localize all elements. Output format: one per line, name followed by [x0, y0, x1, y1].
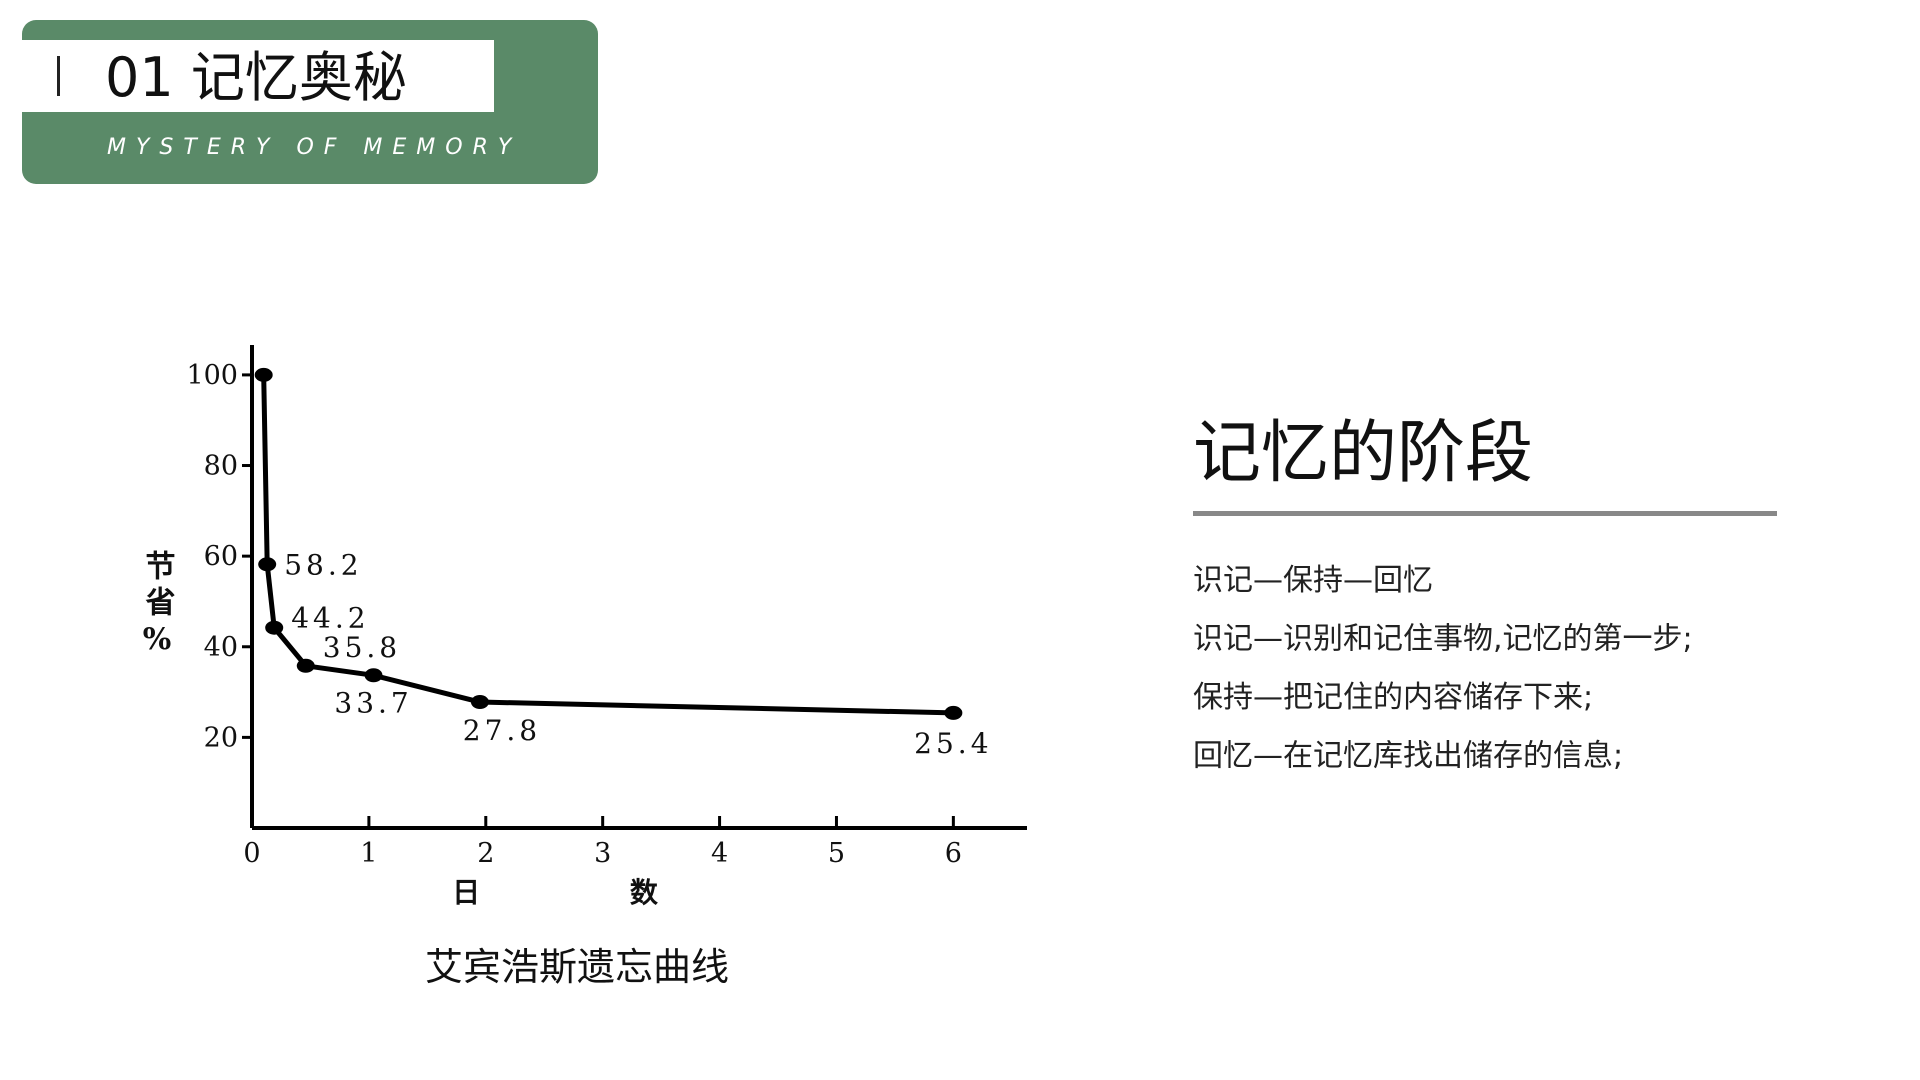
y-tick-label: 100	[186, 360, 238, 391]
data-point	[364, 668, 383, 683]
header-title: 01 记忆奥秘	[105, 46, 407, 109]
panel-line: 保持—把记住的内容储存下来;	[1193, 680, 1593, 715]
panel-line: 识记—保持—回忆	[1193, 563, 1433, 598]
x-tick-label: 4	[711, 838, 728, 869]
x-tick-label: 5	[828, 838, 845, 869]
x-axis-label: 日 数	[452, 876, 728, 909]
data-point	[470, 695, 489, 710]
data-label: 44.2	[291, 602, 369, 635]
y-tick-label: 80	[204, 451, 238, 482]
data-point	[296, 658, 315, 673]
data-point	[265, 620, 284, 635]
y-tick-label: 60	[204, 541, 238, 572]
header-subtitle: MYSTERY OF MEMORY	[107, 135, 521, 160]
x-tick-label: 1	[360, 838, 377, 869]
data-point	[254, 367, 273, 382]
data-point	[258, 557, 277, 572]
header-bar	[57, 56, 60, 96]
header-title-box	[22, 40, 494, 112]
x-tick-label: 6	[945, 838, 962, 869]
chart-caption: 艾宾浩斯遗忘曲线	[425, 945, 729, 989]
x-tick-label: 3	[594, 838, 611, 869]
y-tick-label: 20	[204, 722, 238, 753]
data-label: 35.8	[323, 631, 401, 664]
y-tick-label: 40	[204, 632, 238, 663]
data-point	[944, 705, 963, 720]
panel-rule	[1193, 511, 1777, 516]
panel-line: 回忆—在记忆库找出储存的信息;	[1193, 739, 1623, 774]
data-label: 27.8	[463, 714, 541, 747]
panel-heading: 记忆的阶段	[1193, 414, 1533, 493]
data-label: 25.4	[914, 727, 992, 760]
data-label: 33.7	[334, 686, 412, 719]
x-tick-label: 2	[477, 838, 494, 869]
y-axis-label: 节省%	[140, 550, 176, 663]
data-label: 58.2	[284, 548, 362, 581]
panel-line: 识记—识别和记住事物,记忆的第一步;	[1193, 622, 1693, 657]
x-tick-label: 0	[243, 838, 260, 869]
